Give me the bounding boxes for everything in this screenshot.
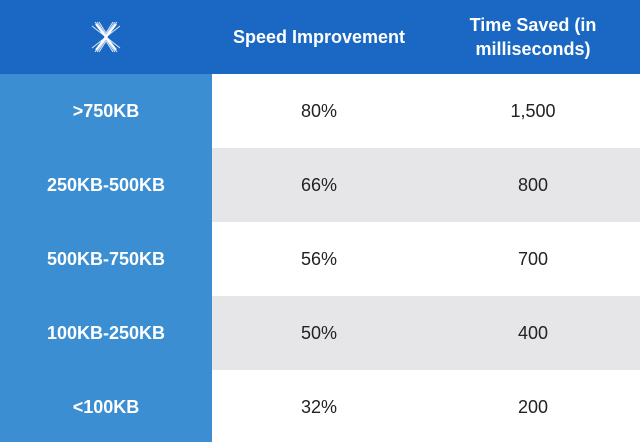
label-column <box>0 74 212 442</box>
header-logo-cell <box>0 0 212 74</box>
row-label: 250KB-500KB <box>46 174 166 195</box>
time-saved-value: 200 <box>517 396 549 417</box>
time-saved-value: 1,500 <box>510 100 556 121</box>
speed-improvement-value: 80% <box>300 100 338 121</box>
row-label: <100KB <box>72 396 140 417</box>
speed-improvement-value: 66% <box>300 174 338 195</box>
row-label: >750KB <box>72 100 140 121</box>
time-saved-value: 700 <box>517 248 549 269</box>
table-header: Speed Improvement Time Saved (in millise… <box>0 0 640 74</box>
speed-improvement-value: 56% <box>300 248 338 269</box>
header-time-saved: Time Saved (in milliseconds) <box>469 15 597 59</box>
row-label: 100KB-250KB <box>46 322 166 343</box>
speed-improvement-value: 50% <box>300 322 338 343</box>
speed-improvement-value: 32% <box>300 396 338 417</box>
time-saved-value: 400 <box>517 322 549 343</box>
row-label: 500KB-750KB <box>46 248 166 269</box>
x-star-logo-icon <box>91 21 121 53</box>
header-speed-improvement: Speed Improvement <box>232 27 406 47</box>
time-saved-value: 800 <box>517 174 549 195</box>
